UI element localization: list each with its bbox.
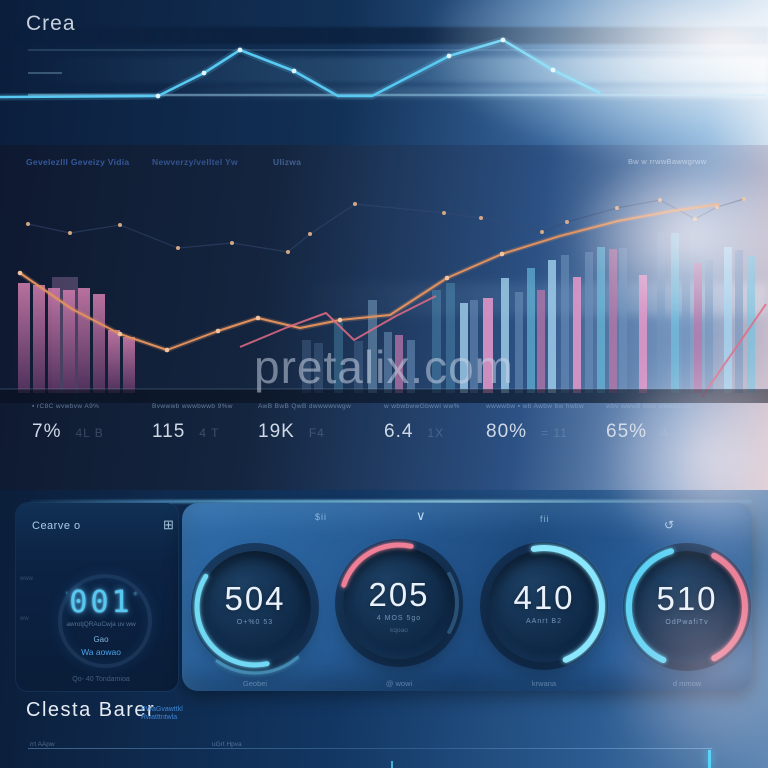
gauge-disc (488, 550, 600, 662)
left-card-tick-b: ww (20, 616, 29, 622)
gauge-subtext: OdPwafiTv (665, 619, 709, 626)
stat-value: 7% (32, 421, 62, 442)
left-card-tick-a: www (20, 576, 33, 582)
stat-caption: wbv wwwB bbw wwwbwvw (606, 403, 692, 410)
stat-block-5: wwwwbw ▪ wb Awbw bw hwbw 80% = 11 (486, 403, 636, 443)
stat-ghost: 4L B (75, 426, 104, 440)
gauge-value: 205 (368, 576, 430, 613)
mini-tick-right: * (132, 591, 139, 601)
gauge-subtext: O+%0 53 (236, 619, 274, 626)
stat-ghost: 4 T (199, 426, 220, 440)
footer-rule (28, 748, 712, 749)
gauge-label: @ wowi (385, 679, 413, 688)
grid-icon[interactable]: ⊞ (163, 517, 174, 532)
top-line-chart (0, 36, 766, 101)
watermark: pretalix.com (254, 341, 514, 393)
mini-gauge-value: '001* (63, 585, 139, 620)
mini-gauge-link[interactable]: Wa aowao (81, 647, 121, 657)
footer-rule-label-2: uGrt Hpva (212, 741, 242, 748)
gauge-arcs (530, 545, 605, 663)
gauge-subtext: AAnrt B2 (525, 618, 562, 625)
dollar-icon[interactable]: $ii (315, 512, 328, 522)
stat-value: 65% (606, 421, 648, 442)
mini-gauge-ring (58, 574, 152, 668)
stat-caption: w wbwbwwGbwwl ww% (384, 403, 460, 410)
footer-side-line2: Rwatttntwla (141, 714, 178, 721)
panel-top-glow (30, 500, 752, 503)
stat-value: 6.4 (384, 421, 414, 442)
mid-chart-legend-3: Ulizwa (273, 157, 302, 167)
stat-ghost: 1X (427, 426, 445, 440)
stat-block-6: wbv wwwB bbw wwwbwvw 65% 4 (606, 403, 756, 443)
mid-chart-legend-1: Gevelezlll Geveizy Vidia (26, 157, 130, 167)
footer-side-text: PWaGvawttkl Rwatttntwla (141, 706, 183, 722)
gauge-arcs (194, 573, 299, 675)
gauge-disc (199, 551, 311, 663)
gauge-label: Geobei (242, 679, 268, 688)
gauge-arcs (341, 542, 459, 634)
gauge-disc (343, 547, 455, 659)
mini-gauge-caption: Gao (93, 635, 109, 644)
gauge-value: 504 (224, 580, 286, 617)
stat-block-4: w wbwbwwGbwwl ww% 6.4 1X (384, 403, 534, 443)
stat-caption: wwwwbw ▪ wb Awbw bw hwbw (486, 403, 585, 410)
stat-value: 115 (152, 421, 186, 442)
gauge-label: d mmow (672, 679, 702, 688)
stat-ghost: = 11 (541, 426, 568, 440)
chevron-down-icon[interactable]: ∨ (416, 508, 427, 523)
gauge-value: 410 (513, 579, 575, 616)
stat-ghost: F4 (308, 426, 325, 440)
left-card-footnote: Qo- 40 Tondamioa (72, 676, 130, 683)
footer-side-line1: PWaGvawttkl (141, 706, 183, 713)
stat-caption: AwB BwB QwB dwwwwvwgw (258, 403, 352, 410)
left-card-title: Cearve o (32, 520, 81, 532)
stat-block-3: AwB BwB QwB dwwwwvwgw 19K F4 (258, 403, 408, 443)
flag-icon[interactable]: fii (540, 514, 550, 524)
footer-title: Clesta Barer (26, 699, 156, 721)
stat-caption: Bvwwwb wwwbwwb 9%w (152, 403, 233, 410)
gauge-label: krwana (531, 679, 557, 688)
gauge-subtext-2: kqoao (390, 627, 408, 634)
mini-gauge-subtext: awrotjQRAuCwja uv ww (66, 621, 136, 628)
mini-tick-left: ' (63, 591, 70, 601)
footer-cyan-tick-small (391, 761, 393, 768)
page-title: Crea (26, 12, 76, 35)
footer-rule-label-1: rrt AApw (30, 741, 55, 748)
stat-value: 19K (258, 421, 295, 442)
mid-chart-legend-2: Newverzy/velltel Yw (152, 157, 238, 167)
stat-value: 80% (486, 421, 528, 442)
stat-block-1: ▪ rC8C wvwbvw A9% 7% 4L B (32, 403, 182, 443)
gauge-subtext: 4 MOS 5go (376, 615, 422, 622)
stat-block-2: Bvwwwb wwwbwwb 9%w 115 4 T (152, 403, 302, 443)
footer-cyan-tick (708, 750, 711, 768)
stat-caption: ▪ rC8C wvwbvw A9% (32, 403, 100, 410)
gauge-value: 510 (656, 580, 718, 617)
stat-ghost: 4 (661, 426, 669, 440)
